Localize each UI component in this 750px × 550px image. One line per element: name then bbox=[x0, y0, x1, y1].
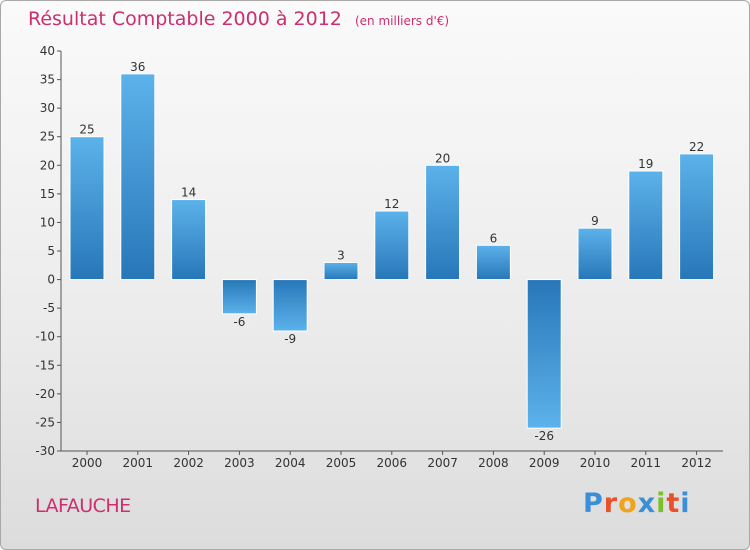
chart-title: Résultat Comptable 2000 à 2012 bbox=[28, 8, 342, 30]
bars bbox=[69, 73, 715, 429]
chart-subtitle: (en milliers d'€) bbox=[354, 14, 450, 28]
y-tick-label: 40 bbox=[40, 44, 55, 58]
data-label-2007: 20 bbox=[435, 151, 450, 165]
y-tick-label: 5 bbox=[47, 244, 55, 258]
brand-logo-letter: r bbox=[603, 488, 619, 519]
bar-2011 bbox=[628, 170, 664, 281]
brand-logo-letter: o bbox=[618, 488, 638, 519]
bar-2008 bbox=[475, 244, 511, 281]
bar-2010 bbox=[577, 227, 613, 281]
commune-name: LAFAUCHE bbox=[35, 495, 131, 517]
y-tick-label: -25 bbox=[35, 415, 55, 429]
y-tick-label: -30 bbox=[35, 444, 55, 458]
x-tick-label: 2008 bbox=[478, 456, 509, 470]
bar-2006 bbox=[374, 210, 410, 281]
data-label-2011: 19 bbox=[638, 157, 653, 171]
bar-2002 bbox=[171, 199, 207, 281]
brand-logo: Proxiti bbox=[583, 488, 691, 519]
x-tick-label: 2009 bbox=[529, 456, 560, 470]
x-tick-label: 2002 bbox=[173, 456, 204, 470]
bar-2003 bbox=[221, 279, 257, 315]
data-label-2003: -6 bbox=[233, 315, 245, 329]
y-tick-label: -15 bbox=[35, 358, 55, 372]
bar-2001 bbox=[120, 73, 156, 281]
x-tick-label: 2005 bbox=[326, 456, 357, 470]
data-label-2001: 36 bbox=[130, 60, 145, 74]
x-tick-label: 2007 bbox=[427, 456, 458, 470]
data-label-2012: 22 bbox=[689, 140, 704, 154]
bar-2009 bbox=[526, 279, 562, 429]
data-labels: 25 36 14 -6 -9 3 12 20 6 -26 9 19 22 bbox=[79, 60, 704, 443]
data-label-2009: -26 bbox=[534, 429, 554, 443]
brand-logo-letter: P bbox=[583, 488, 604, 519]
axes: 40 35 30 25 20 15 10 5 0 -5 -10 -15 -20 -25 -30 2000 200… bbox=[35, 44, 723, 470]
y-tick-label: 25 bbox=[40, 130, 55, 144]
y-tick-label: -20 bbox=[35, 387, 55, 401]
data-label-2002: 14 bbox=[181, 186, 196, 200]
bar-2012 bbox=[679, 153, 715, 281]
data-label-2008: 6 bbox=[490, 231, 498, 245]
data-label-2006: 12 bbox=[384, 197, 399, 211]
brand-logo-letter: i bbox=[656, 488, 667, 519]
bar-2000 bbox=[69, 136, 105, 281]
data-label-2000: 25 bbox=[79, 123, 94, 137]
y-tick-label: 15 bbox=[40, 187, 55, 201]
y-tick-label: -10 bbox=[35, 330, 55, 344]
data-label-2010: 9 bbox=[591, 214, 599, 228]
bar-2004 bbox=[272, 279, 308, 332]
x-tick-label: 2006 bbox=[377, 456, 408, 470]
y-tick-label: 30 bbox=[40, 101, 55, 115]
y-tick-label: 35 bbox=[40, 73, 55, 87]
y-tick-label: 20 bbox=[40, 158, 55, 172]
y-tick-label: 0 bbox=[47, 273, 55, 287]
x-tick-label: 2012 bbox=[681, 456, 712, 470]
brand-logo-letter: t bbox=[666, 488, 681, 519]
x-tick-label: 2011 bbox=[631, 456, 662, 470]
x-tick-label: 2003 bbox=[224, 456, 255, 470]
y-tick-label: 10 bbox=[40, 215, 55, 229]
x-tick-label: 2010 bbox=[580, 456, 611, 470]
title-row: Résultat Comptable 2000 à 2012 (en milli… bbox=[28, 8, 449, 30]
data-label-2004: -9 bbox=[284, 332, 296, 346]
x-tick-label: 2004 bbox=[275, 456, 306, 470]
x-tick-label: 2001 bbox=[123, 456, 154, 470]
data-label-2005: 3 bbox=[337, 248, 345, 262]
bar-2005 bbox=[323, 261, 359, 281]
y-tick-label: -5 bbox=[43, 301, 55, 315]
brand-logo-letter: x bbox=[637, 488, 657, 519]
bar-2007 bbox=[425, 164, 461, 281]
x-tick-label: 2000 bbox=[72, 456, 103, 470]
brand-logo-letter: i bbox=[680, 488, 691, 519]
